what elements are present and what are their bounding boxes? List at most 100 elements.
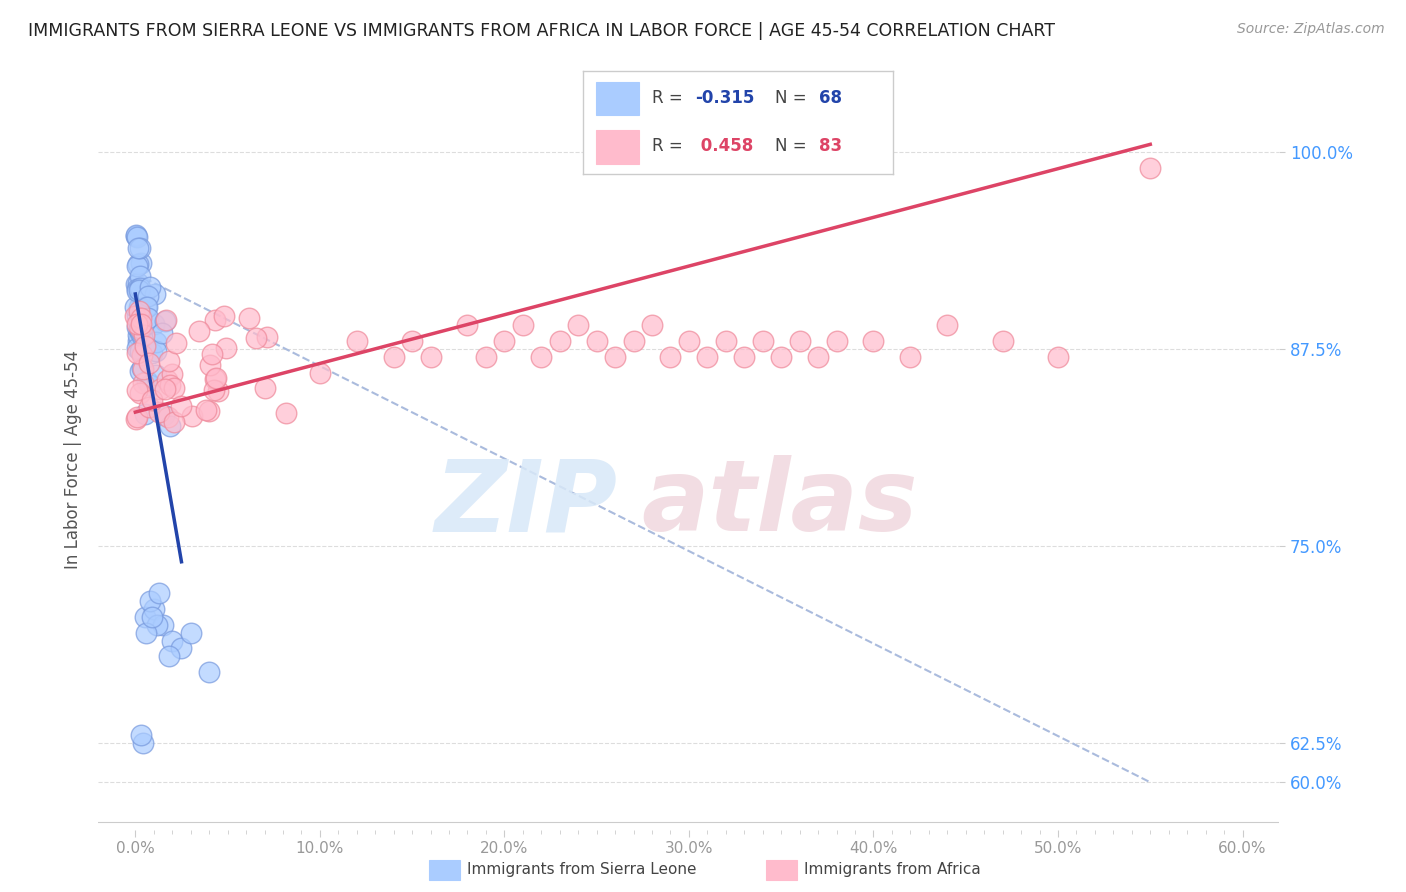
- Point: [201, 347, 224, 361]
- Point: [180, 625, 202, 640]
- Point: [163, 381, 186, 395]
- Point: [991, 334, 1014, 349]
- Point: [125, 228, 148, 243]
- Bar: [596, 130, 640, 163]
- Point: [131, 348, 153, 362]
- Point: [205, 371, 228, 385]
- Point: [127, 328, 149, 343]
- Point: [124, 310, 146, 324]
- Point: [132, 327, 155, 342]
- Point: [138, 311, 160, 326]
- Point: [127, 345, 149, 359]
- Point: [125, 282, 148, 296]
- Point: [132, 362, 155, 376]
- Point: [128, 325, 150, 339]
- Point: [1046, 350, 1070, 364]
- Point: [512, 318, 534, 333]
- Point: [789, 334, 811, 349]
- Text: N =: N =: [775, 89, 813, 107]
- Point: [125, 412, 148, 426]
- Bar: [596, 81, 640, 115]
- Point: [641, 318, 664, 333]
- Point: [162, 633, 183, 648]
- Point: [145, 343, 167, 358]
- Point: [127, 320, 149, 334]
- Point: [146, 617, 169, 632]
- Point: [153, 408, 176, 422]
- Text: R =: R =: [651, 89, 688, 107]
- Point: [138, 289, 160, 303]
- Point: [212, 309, 235, 323]
- Point: [129, 364, 152, 378]
- Point: [714, 334, 737, 349]
- Point: [128, 288, 150, 302]
- Point: [770, 350, 793, 364]
- Point: [567, 318, 589, 333]
- Point: [157, 354, 180, 368]
- Point: [696, 350, 718, 364]
- Point: [494, 334, 516, 349]
- Point: [1139, 161, 1161, 175]
- Point: [623, 334, 645, 349]
- Point: [145, 335, 167, 350]
- Point: [204, 372, 226, 386]
- Point: [132, 338, 155, 352]
- Point: [129, 728, 152, 742]
- Point: [475, 350, 498, 364]
- Point: [159, 378, 181, 392]
- Point: [134, 339, 156, 353]
- Point: [733, 350, 755, 364]
- Point: [128, 386, 150, 401]
- Point: [163, 415, 186, 429]
- Point: [159, 419, 181, 434]
- Point: [155, 382, 177, 396]
- Point: [752, 334, 775, 349]
- Point: [215, 341, 238, 355]
- Point: [129, 241, 152, 255]
- Point: [585, 334, 607, 349]
- Point: [155, 312, 177, 326]
- Point: [128, 268, 150, 283]
- Point: [139, 280, 162, 294]
- Point: [127, 277, 149, 291]
- Point: [204, 313, 226, 327]
- Point: [148, 586, 170, 600]
- Point: [129, 323, 152, 337]
- Text: 68: 68: [818, 89, 842, 107]
- Point: [170, 641, 193, 656]
- Point: [457, 318, 479, 333]
- Text: Source: ZipAtlas.com: Source: ZipAtlas.com: [1237, 22, 1385, 37]
- Point: [127, 383, 149, 397]
- Point: [138, 355, 160, 369]
- Point: [256, 330, 278, 344]
- Point: [125, 259, 148, 273]
- Point: [131, 317, 153, 331]
- Point: [131, 360, 153, 375]
- Point: [134, 610, 156, 624]
- Point: [807, 350, 830, 364]
- Point: [128, 323, 150, 337]
- Point: [138, 400, 160, 414]
- Point: [141, 392, 163, 407]
- Point: [135, 300, 157, 314]
- Point: [138, 378, 160, 392]
- Point: [127, 257, 149, 271]
- Point: [245, 331, 267, 345]
- Point: [125, 230, 148, 244]
- Point: [135, 374, 157, 388]
- Point: [825, 334, 848, 349]
- Point: [936, 318, 959, 333]
- Point: [125, 227, 148, 242]
- Point: [141, 610, 163, 624]
- Point: [157, 649, 180, 664]
- Point: [127, 284, 149, 298]
- Point: [136, 300, 159, 314]
- Point: [276, 406, 298, 420]
- Point: [129, 256, 152, 270]
- Point: [139, 594, 162, 608]
- Point: [207, 384, 229, 398]
- Point: [141, 345, 163, 359]
- Point: [129, 321, 152, 335]
- Point: [127, 242, 149, 256]
- Point: [150, 326, 173, 340]
